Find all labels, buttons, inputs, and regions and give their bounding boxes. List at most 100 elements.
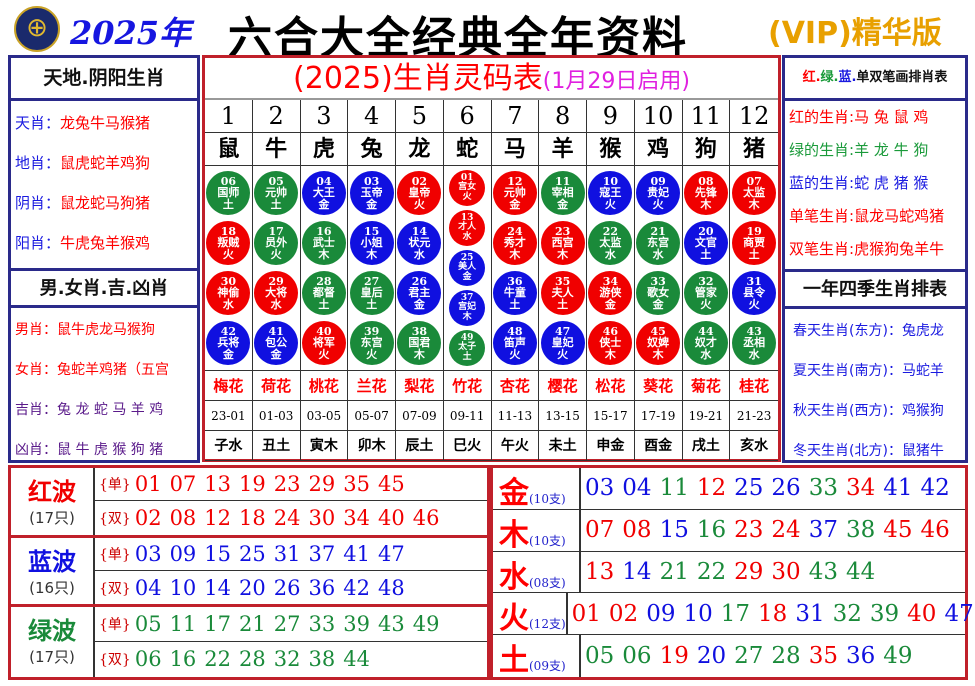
time-cell: 05-07: [348, 401, 396, 431]
item-key: 女肖: [15, 362, 43, 378]
wave-number: 42: [343, 575, 370, 600]
ball-element: 土: [509, 297, 521, 311]
element-name: 火: [499, 601, 529, 637]
item-value: 鼠猪牛: [901, 443, 944, 459]
element-count: (12支): [529, 617, 566, 632]
ball-element: 金: [557, 197, 569, 211]
wave-group: 绿波 (17只) {单} 05 11 17 21 27 33 39 43 49 {双} 06 16 22 28 3…: [11, 607, 487, 677]
item-value: 牛虎兔羊猴鸡: [60, 234, 151, 252]
ball-element: 木: [748, 197, 760, 211]
element-numbers: 07 08 15 16 23 24 37 38 45 46: [581, 510, 958, 551]
number-list: 06 16 22 28 32 38 44: [135, 647, 378, 671]
number-ball: 35 夫人土: [540, 271, 585, 315]
flower-cell: 梨花: [396, 371, 444, 401]
number-ball: 48 笛声火: [492, 321, 537, 365]
separator: ：: [43, 442, 57, 458]
wave-label: 绿波 (17只): [11, 607, 95, 677]
element-numbers: 05 06 19 20 27 28 35 36 49: [581, 635, 921, 677]
element-row: 金(10支) 03 04 11 12 25 26 33 34 41 42: [493, 468, 965, 511]
gender-list: 男肖：鼠牛虎龙马猴狗 女肖：兔蛇羊鸡猪（五宫 吉肖：兔 龙 蛇 马 羊 鸡凶肖：鼠 …: [11, 308, 197, 470]
item-key: 蓝的生肖: [789, 174, 850, 192]
number-ball: 26 君主金: [397, 271, 442, 315]
element-number: 49: [883, 643, 913, 670]
list-item: 蓝的生肖:蛇 虎 猪 猴: [785, 167, 965, 200]
element-number: 28: [771, 643, 801, 670]
element-number: 26: [771, 475, 801, 502]
ball-number: 17: [268, 224, 284, 238]
ball-element: 土: [366, 297, 378, 311]
wave-name: 红波: [28, 478, 76, 506]
number-ball: 39 东宫火: [349, 321, 394, 365]
list-item: 天肖：龙兔牛马猴猪: [11, 103, 197, 143]
ball-title: 管家: [694, 286, 717, 300]
number-ball: 01 宫女火: [449, 170, 486, 206]
branch-cell: 巳火: [443, 431, 492, 461]
separator: :: [849, 141, 855, 159]
zodiac-header: 龙: [396, 133, 444, 166]
number-ball: 36 牛童土: [492, 271, 537, 315]
ball-column: 09 贵妃火 21 东宫水 33 歌女金 45 奴婢木: [634, 166, 683, 371]
element-number: 31: [795, 600, 825, 627]
parity-label: {单}: [99, 617, 131, 634]
ball-title: 奴才: [694, 336, 717, 350]
time-cell: 17-19: [634, 401, 683, 431]
time-cell: 11-13: [491, 401, 540, 431]
item-value: 鼠龙马蛇鸡猪: [854, 207, 945, 225]
ball-number: 03: [363, 174, 380, 188]
flower-cell: 兰花: [348, 371, 396, 401]
column-number: 8: [539, 100, 587, 133]
ball-title: 东宫: [360, 336, 383, 350]
number-ball: 09 贵妃火: [636, 171, 681, 215]
element-table: 金(10支) 03 04 11 12 25 26 33 34 41 42 木(10支) 07 08 15 16…: [490, 465, 974, 680]
column-number: 9: [587, 100, 635, 133]
ball-element: 金: [366, 197, 378, 211]
item-key: 春天生肖(东方): [793, 323, 888, 339]
element-label: 火(12支): [493, 593, 568, 637]
branch-cell: 卯木: [348, 431, 396, 461]
zodiac-header: 蛇: [443, 133, 492, 166]
element-number: 05: [585, 643, 615, 670]
ball-element: 金: [222, 347, 234, 361]
ball-number: 11: [554, 174, 571, 188]
element-number: 10: [683, 600, 713, 627]
element-number: 11: [659, 475, 689, 502]
ball-title: 小姐: [360, 236, 383, 250]
number-ball: 24 秀才木: [492, 221, 537, 265]
element-number: 39: [869, 600, 900, 627]
wave-number: 22: [204, 647, 232, 672]
column-number: 10: [634, 100, 683, 133]
time-cell: 19-21: [682, 401, 731, 431]
ball-title: 都督: [312, 286, 335, 300]
column-number: 2: [252, 100, 301, 133]
item-key: 绿的生肖: [789, 141, 850, 159]
title-rest: 单双笔画排肖表: [856, 70, 948, 85]
ball-number: 22: [602, 224, 619, 238]
ball-column: 12 元帅金 24 秀才木 36 牛童土 48 笛声火: [491, 166, 540, 371]
number-ball: 46 侠士木: [588, 321, 633, 365]
number-ball: 30 神偷水: [206, 271, 251, 315]
element-number: 23: [734, 517, 764, 544]
element-number: 09: [646, 600, 676, 627]
number-ball: 33 歌女金: [636, 271, 681, 315]
ball-element: 水: [222, 297, 234, 311]
branch-cell: 辰土: [396, 431, 444, 461]
ball-element: 木: [462, 311, 472, 322]
element-number: 37: [808, 517, 838, 544]
ball-title: 国君: [408, 336, 431, 350]
ball-column: 10 寇王火 22 太监水 34 游侠金 46 侠士木: [587, 166, 635, 371]
item-value: 兔 龙 蛇 马 羊 鸡: [57, 402, 164, 418]
item-value: 龙兔牛马猴猪: [60, 114, 151, 132]
year-label: 2025年: [70, 14, 192, 52]
ball-title: 太监: [599, 236, 622, 250]
ball-element: 金: [652, 297, 664, 311]
ball-number: 32: [698, 274, 714, 288]
ball-element: 木: [366, 247, 378, 261]
item-key: 阳肖: [15, 234, 46, 252]
ball-title: 元帅: [503, 186, 526, 200]
wave-number: 39: [343, 612, 370, 637]
ball-title: 兵将: [217, 336, 240, 350]
ball-title: 太子: [458, 342, 477, 353]
ball-element: 金: [270, 347, 282, 361]
number-ball: 43 丞相水: [732, 321, 777, 365]
element-number: 35: [808, 643, 838, 670]
